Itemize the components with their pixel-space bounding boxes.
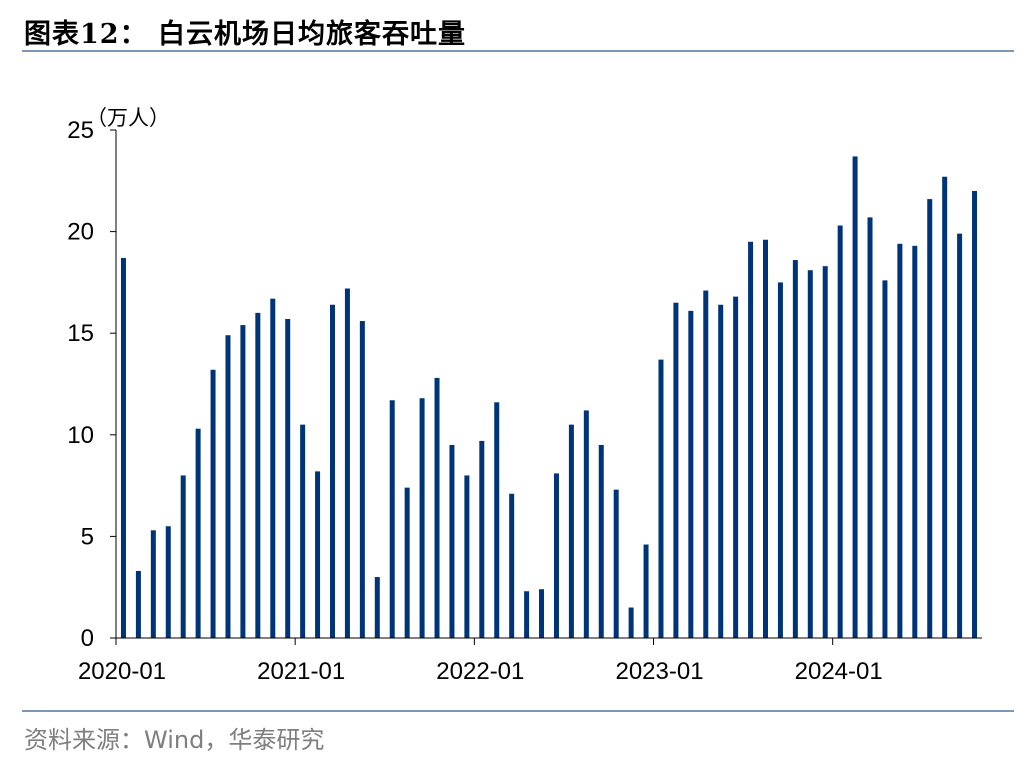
bar-2024-08 [942,176,948,639]
bar-2023-09 [777,282,783,638]
bar-series [120,156,978,639]
bar-2022-02 [494,402,500,638]
y-tick-label: 25 [67,117,94,144]
y-tick-label: 0 [81,625,94,652]
bar-2023-04 [703,290,709,638]
y-tick-label: 20 [67,219,94,246]
bar-2021-02 [315,471,321,638]
bar-2022-09 [598,444,604,638]
bar-2021-05 [359,321,365,638]
bar-2021-07 [389,400,395,638]
y-axis-unit-label: （万人） [86,106,170,130]
x-tick-label: 2022-01 [436,658,524,685]
bar-2020-04 [165,526,171,638]
bar-2020-10 [255,312,261,638]
bar-2020-12 [285,318,291,638]
top-divider [22,50,1014,52]
bar-2024-10 [972,190,978,638]
bar-2023-11 [807,270,813,638]
bar-2023-01 [658,359,664,638]
bar-2022-07 [568,424,574,638]
bar-2021-09 [419,398,425,638]
bar-2020-05 [180,475,186,638]
bar-2023-05 [718,304,724,638]
x-tick-label: 2020-01 [78,658,166,685]
bar-2022-01 [479,440,485,638]
bar-2023-07 [748,241,754,638]
y-tick-label: 10 [67,422,94,449]
bar-2023-08 [763,239,768,639]
bar-2020-09 [240,325,246,638]
bar-2022-04 [524,591,530,638]
bar-2020-02 [135,570,141,638]
bar-2024-01 [837,225,843,638]
bar-2024-05 [897,243,903,639]
source-note: 资料来源：Wind，华泰研究 [24,726,325,754]
y-tick-label: 15 [67,320,94,347]
x-tick-label: 2021-01 [257,658,345,685]
x-tick-label: 2023-01 [615,658,703,685]
bar-2024-07 [927,199,933,638]
bar-2020-01 [120,258,126,638]
bar-2023-10 [792,260,798,638]
bar-2021-03 [330,304,335,638]
bar-2021-01 [300,424,306,638]
bottom-divider [22,710,1014,712]
bar-2020-11 [270,298,276,638]
bar-2021-06 [374,577,380,638]
y-tick-label: 5 [81,523,94,550]
bar-2022-03 [509,493,515,638]
bar-2023-12 [822,266,828,638]
bar-2024-02 [852,156,858,639]
bar-2021-08 [404,487,410,638]
bar-2022-11 [628,607,634,638]
bar-2021-10 [434,377,440,638]
figure-title: 图表12： 白云机场日均旅客吞吐量 [24,19,466,50]
bar-2024-03 [867,217,873,638]
bar-2022-10 [613,489,619,638]
bar-2020-03 [150,530,156,638]
bar-2022-12 [643,544,649,638]
bar-2021-12 [464,475,470,638]
bar-2022-06 [553,473,559,638]
bar-2021-04 [344,288,350,638]
bar-2020-07 [210,369,216,638]
bar-2024-04 [882,280,888,638]
bar-2023-06 [733,296,739,638]
bar-2023-03 [688,310,694,638]
bar-2022-05 [539,589,545,638]
bar-2022-08 [583,410,589,638]
bar-2024-09 [957,233,963,638]
bar-2021-11 [449,444,455,638]
bar-2020-06 [195,428,201,638]
y-axis: 0 5 10 15 20 25 [67,117,117,652]
bar-2023-02 [673,302,679,638]
x-axis: 2020-01 2021-01 2022-01 2023-01 2024-01 [78,637,982,685]
bar-2020-08 [225,335,231,638]
bar-2024-06 [912,245,918,638]
x-tick-label: 2024-01 [795,658,883,685]
